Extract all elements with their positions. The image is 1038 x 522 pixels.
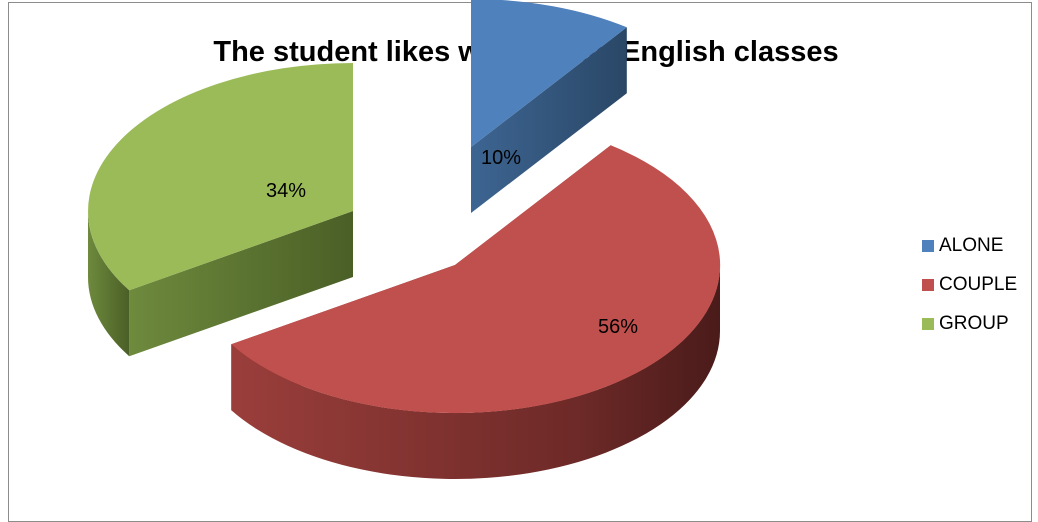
pie-chart: 10% 56% 34% bbox=[88, 0, 721, 479]
legend-swatch-group bbox=[922, 317, 934, 330]
pie-slice-top-alone bbox=[471, 0, 627, 147]
pie-slice-alone bbox=[471, 0, 627, 213]
data-label-alone: 10% bbox=[481, 147, 521, 169]
pie-slice-couple bbox=[231, 145, 721, 479]
legend-item-group: GROUP bbox=[922, 310, 1017, 337]
legend-item-alone: ALONE bbox=[922, 232, 1017, 259]
legend-label-couple: COUPLE bbox=[939, 273, 1018, 295]
pie-slice-side-couple bbox=[231, 265, 721, 479]
legend-label-group: GROUP bbox=[939, 312, 1009, 334]
pie-slice-group bbox=[88, 63, 353, 357]
data-label-couple: 56% bbox=[598, 316, 638, 338]
legend-swatch-couple bbox=[922, 278, 934, 291]
pie-slice-wall-alone-1 bbox=[471, 27, 627, 213]
legend-swatch-alone bbox=[922, 239, 934, 252]
data-label-group: 34% bbox=[266, 180, 306, 202]
pie-slice-wall-group-0 bbox=[129, 211, 353, 357]
pie-slice-top-couple bbox=[231, 145, 721, 414]
pie-slice-side-group bbox=[88, 211, 130, 357]
legend-item-couple: COUPLE bbox=[922, 271, 1017, 298]
legend-label-alone: ALONE bbox=[939, 234, 1004, 256]
legend: ALONE COUPLE GROUP bbox=[922, 232, 1017, 349]
pie-slice-top-group bbox=[88, 63, 353, 291]
